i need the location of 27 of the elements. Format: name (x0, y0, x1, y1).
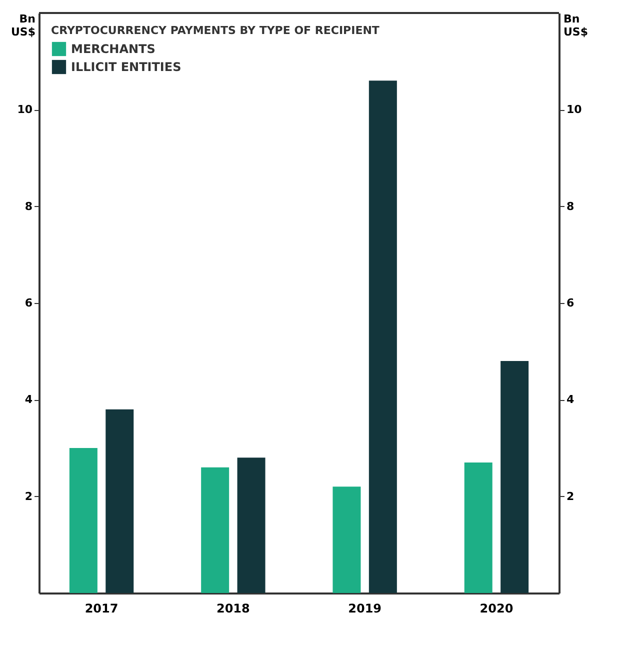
y-tick-label: 2 (24, 490, 32, 503)
y-tick-label: 6 (24, 296, 33, 310)
bar (106, 409, 134, 593)
bar (368, 80, 397, 593)
y-tick-label: 8 (24, 200, 32, 213)
y2-axis-title: Bn US$ (564, 12, 588, 38)
bar (69, 448, 98, 593)
y2-tick-label: 8 (566, 200, 574, 213)
x-tick-label: 2017 (84, 602, 118, 616)
bar (237, 458, 266, 593)
bar (500, 361, 529, 593)
bar (201, 467, 230, 593)
legend-label: ILLICIT ENTITIES (71, 60, 182, 74)
y-tick-label: 4 (24, 393, 33, 406)
bar (332, 486, 361, 593)
y2-tick-label: 4 (566, 393, 574, 406)
legend-title: CRYPTOCURRENCY PAYMENTS BY TYPE OF RECIPIENT (51, 24, 380, 37)
y-tick-label: 10 (17, 103, 33, 116)
legend-label: MERCHANTS (71, 42, 156, 56)
y-axis-title: Bn US$ (10, 12, 36, 38)
x-tick-label: 2018 (216, 602, 250, 616)
x-tick-label: 2020 (480, 602, 514, 616)
x-tick-label: 2019 (348, 602, 382, 616)
y2-tick-label: 10 (566, 103, 582, 116)
y2-tick-label: 6 (566, 296, 574, 310)
y2-tick-label: 2 (566, 490, 574, 503)
bar (464, 462, 492, 593)
